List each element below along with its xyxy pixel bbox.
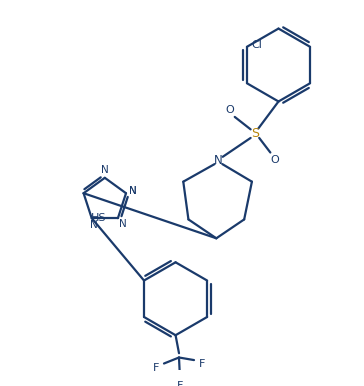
Text: S: S bbox=[251, 127, 259, 140]
Text: O: O bbox=[270, 155, 279, 165]
Text: O: O bbox=[225, 105, 234, 115]
Text: Cl: Cl bbox=[251, 40, 262, 50]
Text: F: F bbox=[198, 359, 205, 369]
Text: N: N bbox=[101, 165, 109, 175]
Text: N: N bbox=[130, 186, 137, 196]
Text: HS: HS bbox=[90, 213, 106, 223]
Text: F: F bbox=[153, 363, 159, 373]
Text: N: N bbox=[119, 219, 126, 229]
Text: F: F bbox=[177, 381, 183, 386]
Text: N: N bbox=[130, 186, 137, 196]
Text: N: N bbox=[90, 220, 98, 230]
Text: N: N bbox=[214, 154, 223, 167]
